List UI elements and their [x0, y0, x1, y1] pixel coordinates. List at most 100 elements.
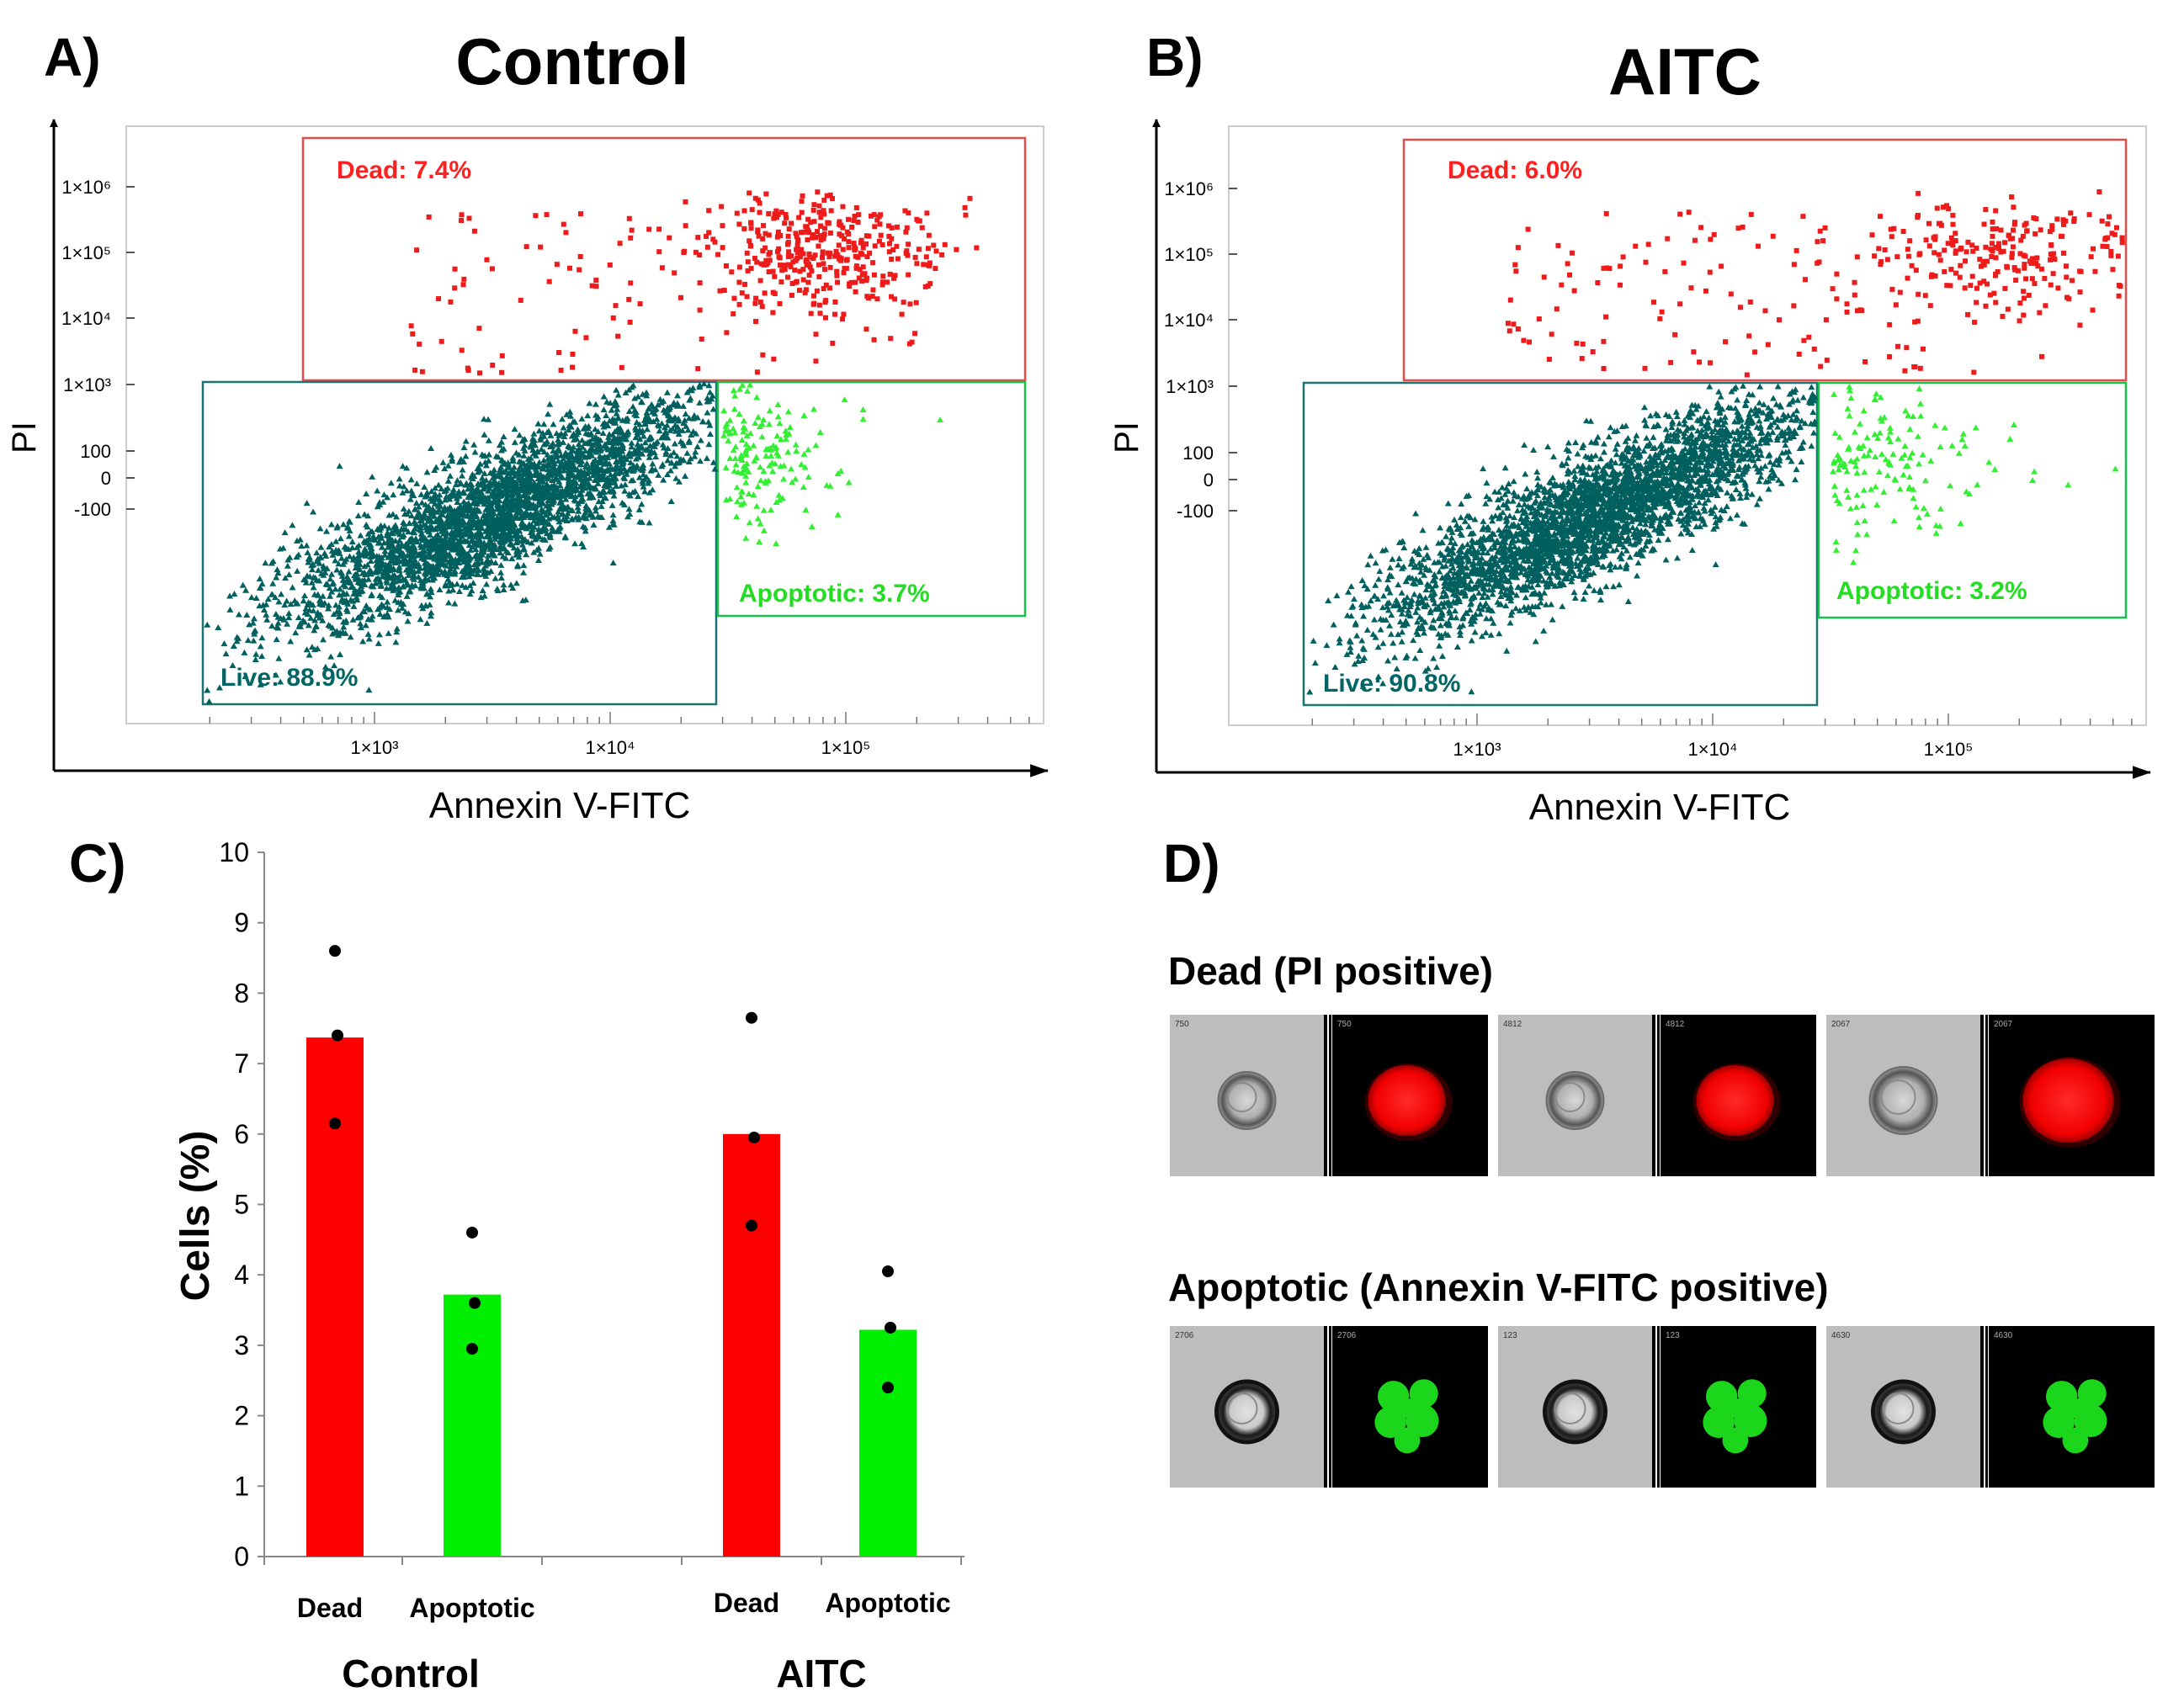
y-tick-label: -100	[1177, 501, 1214, 522]
dead-event	[903, 229, 909, 235]
live-event	[350, 590, 358, 597]
live-event	[1767, 459, 1774, 465]
live-event	[591, 485, 598, 491]
apoptotic-event	[731, 429, 739, 436]
live-event	[527, 514, 534, 521]
live-event	[441, 504, 449, 511]
apoptotic-event	[774, 413, 782, 420]
dead-event	[796, 288, 802, 294]
live-event	[685, 415, 693, 422]
live-event	[521, 442, 529, 448]
live-event	[1457, 632, 1464, 639]
apoptotic-event	[754, 483, 762, 490]
live-event	[681, 416, 688, 423]
live-event	[462, 453, 470, 459]
live-event	[513, 481, 520, 488]
dead-event	[874, 296, 880, 302]
live-event	[481, 519, 488, 526]
live-event	[239, 581, 247, 588]
live-event	[574, 426, 582, 432]
apoptotic-event	[800, 412, 808, 419]
live-event	[337, 535, 344, 542]
dead-event	[894, 224, 900, 230]
dead-event	[892, 296, 898, 302]
dead-event	[879, 279, 885, 285]
live-event	[1590, 560, 1597, 566]
live-event	[602, 495, 609, 501]
live-event	[653, 416, 661, 422]
live-event	[297, 623, 305, 629]
dead-event	[789, 253, 794, 259]
live-event	[513, 538, 521, 544]
live-event	[326, 544, 333, 550]
live-event	[567, 507, 575, 513]
dead-event	[736, 264, 742, 270]
live-event	[453, 563, 460, 570]
live-event	[410, 528, 417, 535]
live-event	[571, 540, 579, 547]
live-event	[462, 557, 470, 564]
live-event	[1581, 588, 1589, 595]
dead-event	[962, 204, 968, 210]
live-event	[1386, 622, 1394, 629]
live-event	[425, 576, 433, 583]
dead-event	[637, 301, 643, 307]
live-event	[226, 592, 234, 599]
live-event	[367, 557, 375, 564]
live-event	[1767, 436, 1774, 443]
live-event	[490, 529, 497, 536]
live-event	[396, 567, 403, 574]
live-event	[635, 506, 643, 512]
live-event	[305, 599, 312, 606]
live-event	[667, 498, 675, 505]
live-event	[590, 522, 598, 528]
live-event	[627, 459, 635, 465]
live-event	[357, 624, 364, 631]
live-event	[540, 441, 548, 448]
live-event	[401, 520, 408, 527]
live-event	[241, 649, 248, 655]
live-event	[1468, 688, 1475, 695]
live-event	[1631, 437, 1639, 443]
dead-event	[858, 251, 863, 257]
live-event	[235, 611, 242, 618]
live-event	[426, 601, 433, 607]
live-event	[679, 440, 687, 447]
dead-event	[815, 229, 821, 235]
live-event	[704, 418, 712, 425]
dead-event	[742, 281, 748, 287]
live-event	[292, 629, 300, 636]
live-event	[357, 620, 364, 627]
live-event	[589, 472, 597, 479]
dead-event	[772, 211, 778, 217]
live-event	[546, 458, 554, 464]
live-event	[540, 494, 548, 501]
dead-event	[825, 250, 831, 256]
apoptotic-event	[805, 446, 812, 453]
dead-event	[866, 233, 872, 239]
live-event	[1746, 429, 1754, 436]
dead-event	[784, 274, 790, 280]
live-event	[566, 468, 573, 475]
live-event	[571, 493, 579, 500]
live-event	[598, 475, 606, 482]
panel-b: B) AITC PI Annexin V-FITC 1×10⁶1×10⁵1×10…	[1108, 27, 2152, 828]
live-event	[444, 529, 451, 536]
dead-event	[889, 225, 895, 231]
live-event	[521, 512, 529, 519]
live-event	[625, 386, 633, 393]
apoptotic-event	[743, 460, 751, 467]
live-event	[432, 491, 439, 497]
live-event	[592, 507, 599, 514]
dead-event	[963, 212, 969, 218]
live-event	[472, 546, 480, 553]
live-event	[310, 584, 317, 591]
dead-event	[556, 350, 562, 356]
dead-event	[895, 256, 901, 262]
live-event	[391, 538, 399, 544]
live-event	[1347, 639, 1354, 645]
live-event	[447, 451, 454, 458]
live-event	[516, 458, 523, 464]
live-event	[555, 508, 562, 515]
live-event	[1449, 598, 1457, 605]
